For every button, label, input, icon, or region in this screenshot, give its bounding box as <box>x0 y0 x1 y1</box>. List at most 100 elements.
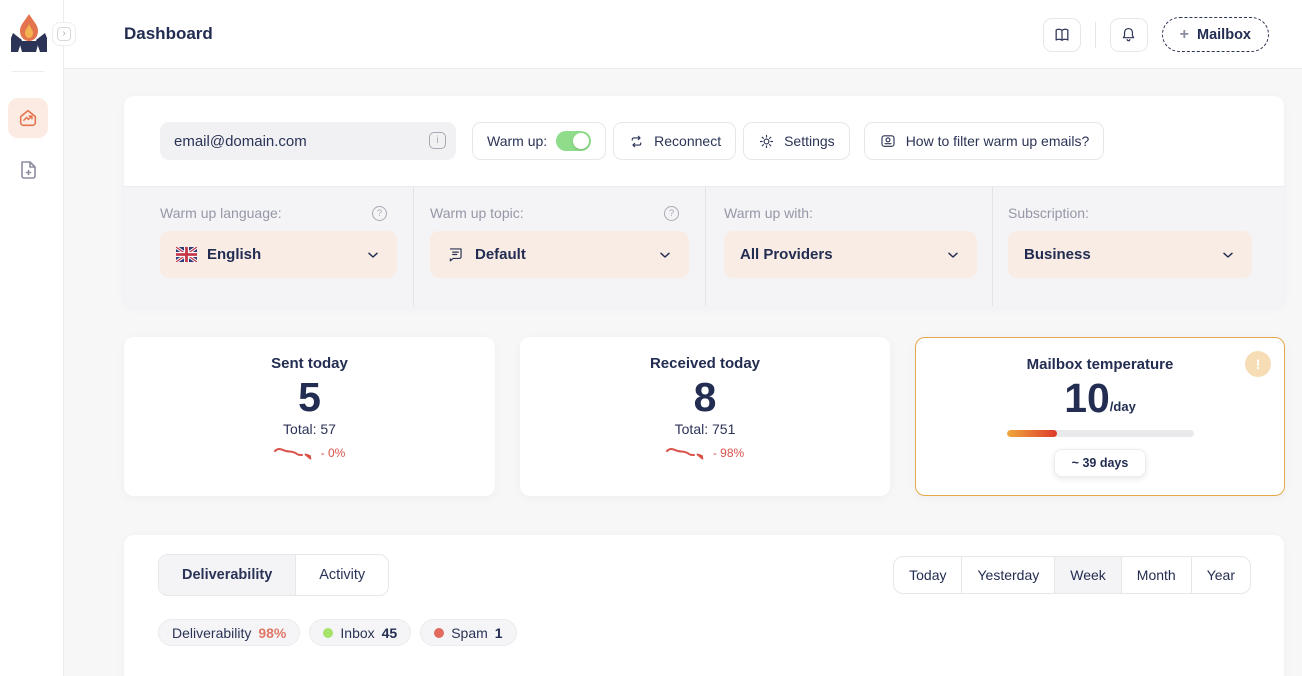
warmup-label: Warm up: <box>487 133 548 149</box>
add-mailbox-label: Mailbox <box>1197 26 1251 43</box>
docs-button[interactable] <box>1042 17 1081 52</box>
subscription-cell: Subscription: Business <box>993 187 1284 306</box>
warmup-toggle[interactable] <box>556 131 592 151</box>
warmup-toggle-button[interactable]: Warm up: <box>472 122 607 160</box>
tab-deliverability[interactable]: Deliverability <box>159 555 297 595</box>
time-filter-month[interactable]: Month <box>1122 557 1192 593</box>
temperature-value: 10 <box>1064 375 1110 421</box>
settings-button[interactable]: Settings <box>743 122 850 160</box>
toggle-knob <box>573 133 590 149</box>
trend-down-sparkline-icon <box>273 447 312 460</box>
time-filter-yesterday[interactable]: Yesterday <box>962 557 1056 593</box>
legend-inbox-value: 45 <box>381 624 398 641</box>
legend-spam-value: 1 <box>494 624 503 641</box>
sidebar-item-add-report[interactable] <box>8 150 48 190</box>
temperature-unit: /day <box>1109 399 1136 414</box>
topic-dropdown[interactable]: Default <box>430 231 689 278</box>
received-today-value: 8 <box>693 374 717 420</box>
book-icon <box>1055 28 1069 41</box>
trend-down-sparkline-icon <box>665 447 704 460</box>
analytics-panel: Deliverability Activity Today Yesterday … <box>124 535 1284 676</box>
sidebar-collapse-button[interactable]: › <box>52 22 76 46</box>
filter-help-button[interactable]: How to filter warm up emails? <box>863 122 1105 160</box>
legend-deliverability[interactable]: Deliverability 98% <box>158 619 301 646</box>
help-icon[interactable]: ? <box>372 205 387 221</box>
notifications-button[interactable] <box>1109 17 1148 52</box>
sidebar-item-dashboard[interactable] <box>8 98 48 138</box>
language-label: Warm up language: <box>160 205 282 221</box>
mailbox-temperature-card: ! Mailbox temperature 10 /day ~ 39 days <box>915 337 1285 496</box>
sent-today-card: Sent today 5 Total: 57 - 0% <box>124 337 495 496</box>
uk-flag-icon <box>176 247 197 262</box>
chevron-down-icon <box>365 247 381 263</box>
video-tutorial-icon <box>881 135 895 147</box>
file-plus-icon <box>21 161 36 179</box>
language-dropdown[interactable]: English <box>160 231 397 278</box>
home-chart-icon <box>19 109 37 127</box>
email-field[interactable] <box>160 122 456 160</box>
received-today-card: Received today 8 Total: 751 - 98% <box>520 337 890 496</box>
sent-today-value: 5 <box>298 374 321 420</box>
provider-value: All Providers <box>740 246 833 263</box>
topic-cell: Warm up topic: ? Default <box>414 187 706 306</box>
app-logo-flame-icon <box>11 14 47 52</box>
time-filter-today[interactable]: Today <box>894 557 963 593</box>
add-mailbox-button[interactable]: + Mailbox <box>1161 17 1269 52</box>
warmup-settings-bar: Warm up language: ? English <box>124 186 1284 306</box>
header-actions: + Mailbox <box>1042 17 1269 52</box>
mailbox-toolbar: i Warm up: Reconnect <box>124 96 1284 186</box>
filter-help-label: How to filter warm up emails? <box>905 133 1090 149</box>
sent-today-total: Total: 57 <box>283 421 336 437</box>
reconnect-button[interactable]: Reconnect <box>613 122 737 160</box>
received-today-title: Received today <box>649 355 761 372</box>
page-title: Dashboard <box>124 24 213 43</box>
legend-inbox-label: Inbox <box>340 624 375 641</box>
legend-spam[interactable]: Spam 1 <box>420 619 517 646</box>
sidebar: › <box>0 0 76 676</box>
header: Dashboard + Mailbox <box>64 0 1302 69</box>
gear-icon <box>760 134 774 148</box>
tab-activity[interactable]: Activity <box>319 567 366 583</box>
time-filter-group: Today Yesterday Week Month Year <box>893 556 1251 594</box>
reconnect-label: Reconnect <box>654 133 722 149</box>
panel-tabs: Deliverability Activity <box>158 554 390 596</box>
temperature-title: Mailbox temperature <box>1026 356 1174 373</box>
alert-icon[interactable]: ! <box>1245 351 1271 377</box>
received-today-change: - 98% <box>712 446 745 460</box>
info-icon[interactable]: i <box>429 132 446 149</box>
chat-topic-icon <box>449 248 462 262</box>
chevron-down-icon <box>1220 247 1236 263</box>
topic-value: Default <box>475 246 526 263</box>
time-filter-week[interactable]: Week <box>1055 557 1122 593</box>
subscription-value: Business <box>1024 246 1091 263</box>
legend: Deliverability 98% Inbox 45 Spam 1 <box>158 619 517 646</box>
inbox-dot-icon <box>323 627 334 638</box>
temperature-progress-fill <box>1006 430 1057 437</box>
language-value: English <box>207 246 262 263</box>
chevron-down-icon <box>657 247 673 263</box>
provider-cell: Warm up with: All Providers <box>706 187 993 306</box>
plus-icon: + <box>1179 25 1190 43</box>
chevron-down-icon <box>945 247 961 263</box>
subscription-dropdown[interactable]: Business <box>1008 231 1252 278</box>
received-today-total: Total: 751 <box>674 421 736 437</box>
language-cell: Warm up language: ? English <box>124 187 414 306</box>
mailbox-settings-card: i Warm up: Reconnect <box>124 96 1284 306</box>
legend-inbox[interactable]: Inbox 45 <box>309 619 412 646</box>
provider-dropdown[interactable]: All Providers <box>724 231 977 278</box>
time-filter-year[interactable]: Year <box>1206 567 1235 583</box>
bell-icon <box>1122 27 1135 42</box>
legend-deliverability-value: 98% <box>258 624 287 641</box>
provider-label: Warm up with: <box>724 205 813 221</box>
spam-dot-icon <box>434 627 445 638</box>
sent-today-title: Sent today <box>271 355 348 372</box>
reconnect-icon <box>631 135 642 147</box>
chevron-right-icon: › <box>57 27 71 41</box>
topic-label: Warm up topic: <box>430 205 524 221</box>
settings-label: Settings <box>784 133 835 149</box>
legend-deliverability-label: Deliverability <box>172 624 252 641</box>
sidebar-divider <box>12 71 44 72</box>
temperature-progress-track <box>1006 430 1194 437</box>
help-icon[interactable]: ? <box>664 205 679 221</box>
